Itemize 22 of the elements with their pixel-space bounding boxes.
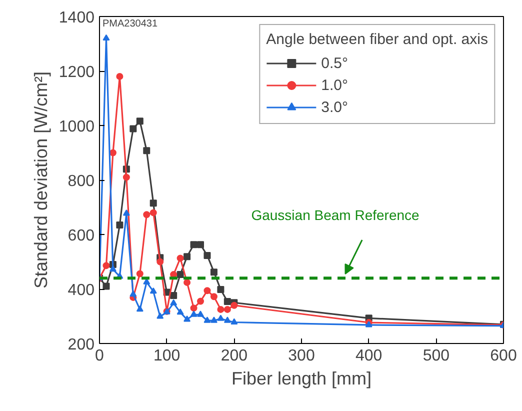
x-tick-label: 200 [220,348,248,364]
y-axis-title: Standard deviation [W/cm²] [30,71,51,289]
x-tick-label: 400 [355,348,382,364]
annotation: Gaussian Beam Reference [251,207,420,224]
y-tick-label: 1400 [58,10,95,26]
legend-label: 3.0° [321,98,348,116]
y-tick-label: 200 [68,336,95,354]
x-tick-label: 600 [490,348,517,364]
legend-label: 0.5° [321,54,348,72]
x-tick-label: 300 [288,348,315,364]
legend-label: 1.0° [321,76,348,94]
y-tick-label: 1200 [58,64,95,81]
annotation: PMA230431 [102,18,158,30]
y-tick-label: 1000 [58,118,95,136]
x-tick-label: 100 [153,348,180,364]
y-tick-label: 600 [68,228,95,244]
x-axis-title: Fiber length [mm] [231,368,372,388]
y-tick-label: 800 [68,173,95,190]
legend-title: Angle between fiber and opt. axis [266,31,488,48]
y-tick-label: 400 [68,282,95,299]
x-tick-label: 500 [422,348,450,364]
x-tick-label: 0 [95,348,104,364]
